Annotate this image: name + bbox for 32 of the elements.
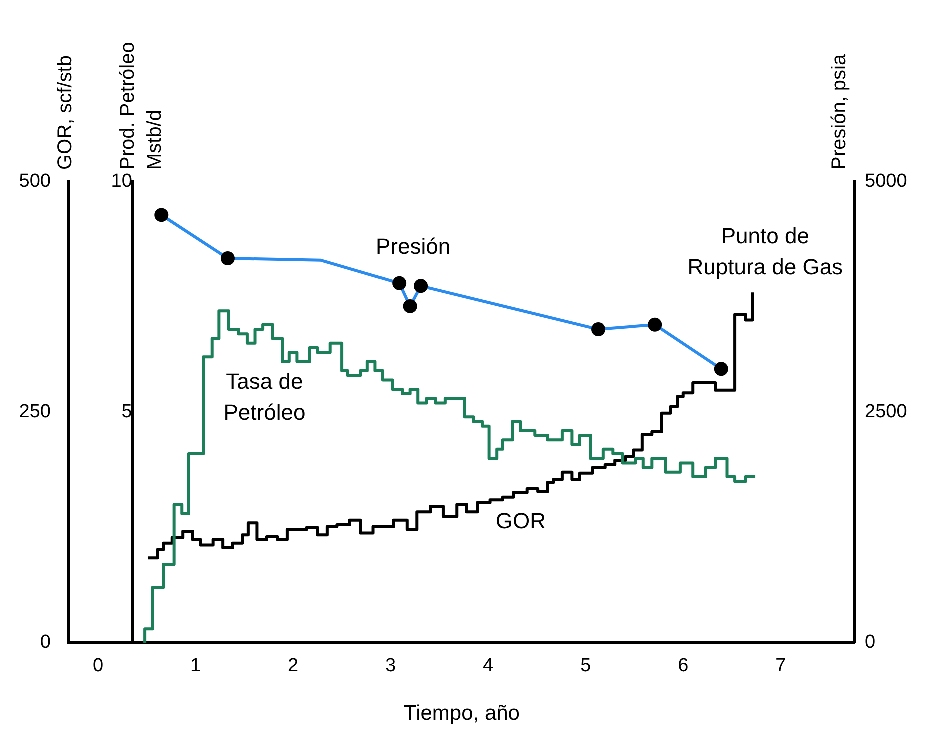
- x-tick-label: 4: [483, 656, 494, 677]
- x-tick-label: 6: [678, 656, 689, 677]
- series-label: Tasa de Petróleo: [224, 368, 306, 425]
- x-tick-label: 0: [92, 656, 104, 677]
- y-tick-label: 250: [19, 402, 51, 423]
- y-tick-label: 500: [19, 171, 51, 192]
- y-tick-label: 0: [40, 632, 51, 654]
- y2-tick-label: 0: [865, 632, 876, 654]
- y3-tick-label: 10: [111, 171, 132, 192]
- point: [154, 208, 169, 222]
- point: [648, 318, 662, 332]
- annotation: Punto de Ruptura de Gas: [688, 224, 844, 280]
- point: [403, 299, 418, 314]
- y2-axis-title: Presión, psia: [828, 54, 851, 170]
- series-label: Presión: [376, 234, 451, 259]
- x-tick-label: 7: [776, 656, 786, 677]
- x-tick-label: 1: [190, 656, 202, 677]
- y2-tick-label: 5000: [865, 171, 908, 192]
- x-tick-label: 2: [288, 656, 299, 677]
- point: [592, 322, 606, 337]
- point: [714, 362, 728, 376]
- x-tick-label: 3: [386, 656, 396, 677]
- y-axis-title: GOR, scf/stb: [54, 56, 77, 170]
- y3-tick-label: 5: [122, 402, 132, 423]
- y3-axis-title: Prod. Petróleo Mstb/d: [116, 42, 166, 170]
- x-tick-label: 5: [580, 656, 592, 677]
- point: [392, 276, 407, 290]
- point: [414, 279, 428, 294]
- x-axis-title: Tiempo, año: [404, 702, 520, 726]
- point: [220, 252, 235, 266]
- y2-tick-label: 2500: [865, 402, 908, 423]
- series-label: GOR: [496, 508, 546, 534]
